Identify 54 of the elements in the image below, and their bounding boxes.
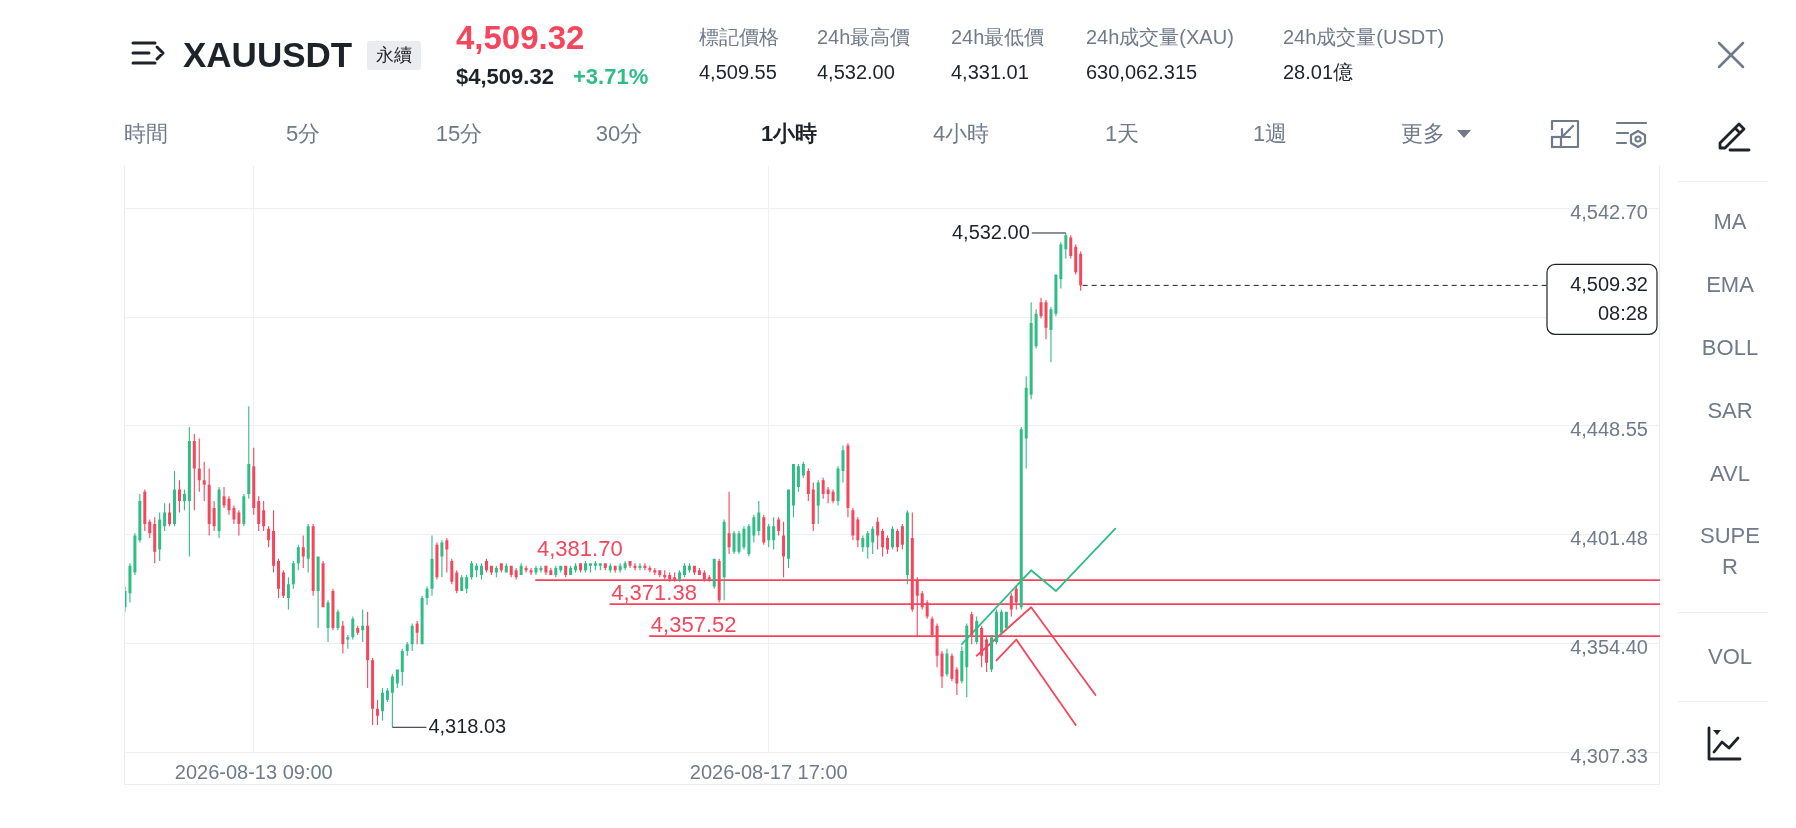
text: 30分 [595,121,643,146]
text: AVL [1709,460,1751,488]
candlestick [425,586,429,605]
text: 24h最低價 [951,26,1045,48]
text: EMA [1705,271,1755,299]
text: 28.01億 [1283,61,1354,83]
candlestick [529,567,533,575]
candlestick [346,634,350,649]
text: 4,532.00 [817,61,895,83]
candlestick [430,535,434,596]
text: 4,331.01 [951,61,1029,83]
text: 永續 [367,41,421,70]
y-tick-label: 4,401.48 [1570,527,1648,550]
candlestick [1049,306,1053,363]
ref-line-label: 4,509.32 [1570,272,1648,295]
text: VOL [1707,643,1753,671]
text: 24h成交量(XAU) [1086,26,1234,48]
text: 630,062.315 [1086,61,1198,83]
text: 1小時 [760,121,818,146]
text: 4,509.55 [699,61,777,83]
text: BOLL [1700,334,1760,362]
text: 5分 [285,121,321,146]
text: 更多 [1401,121,1445,146]
x-tick-label: 2026-08-13 09:00 [174,760,333,783]
y-tick-label: 4,307.33 [1570,744,1648,767]
annotation: 4,532.00 [951,220,1030,243]
text: 24h成交量(USDT) [1283,26,1445,48]
text: 4,509.32 [456,19,585,56]
text: SUPER [1699,522,1761,581]
annotation: 4,318.03 [428,714,507,737]
text: 4小時 [932,121,990,146]
text: 時間 [124,121,168,146]
series-label: 4,381.70 [536,536,623,562]
text: $4,509.32 [456,64,554,89]
candlestick [633,563,637,571]
candlestick [534,565,538,575]
text: 1天 [1104,121,1140,146]
series-label: 4,371.38 [611,580,697,606]
text: MA [1712,208,1748,236]
annotation: 08:28 [1597,301,1648,324]
x-tick-label: 2026-08-17 17:00 [689,760,848,783]
y-tick-label: 4,448.55 [1570,418,1648,441]
text: 標記價格 [699,26,779,48]
y-tick-label: 4,542.70 [1570,200,1648,223]
text: 24h最高價 [817,26,911,48]
series-label: 4,357.52 [650,612,737,638]
text: 1週 [1252,121,1288,146]
candlestick [588,563,592,573]
chart-title: XAUUSDT [183,35,353,74]
y-tick-label: 4,354.40 [1570,635,1648,658]
text: 15分 [435,121,483,146]
text: SAR [1706,397,1754,425]
candlestick [638,563,642,571]
text: +3.71% [573,64,649,89]
